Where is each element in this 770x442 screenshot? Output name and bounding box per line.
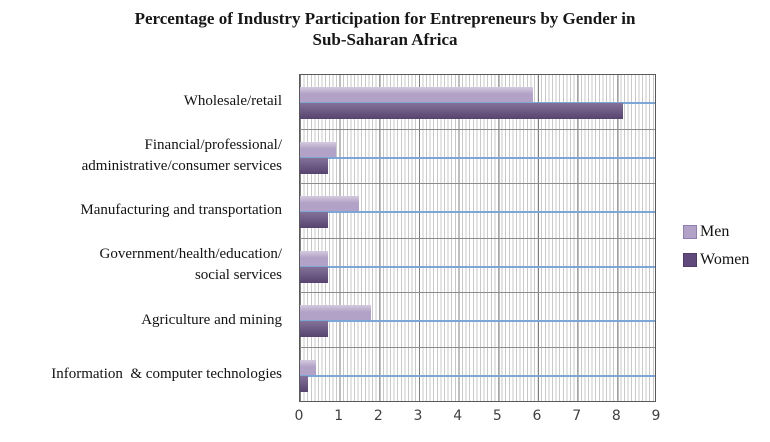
women-bar-3 [300,212,328,228]
women-bar-5 [300,321,328,337]
category-band [300,239,655,293]
x-axis-tick-label: 3 [413,408,423,424]
band-separator-line [300,374,655,377]
category-band [300,348,655,402]
x-axis-tick-label: 8 [611,408,621,424]
category-label-line: social services [194,267,282,284]
category-label: Manufacturing and transportation [0,183,291,238]
chart-title-line-1: Percentage of Industry Participation for… [134,9,636,28]
band-separator-line [300,211,655,213]
men-bar-4 [300,250,328,266]
category-band [300,130,655,184]
category-label-line: administrative/consumer services [81,158,282,174]
women-legend-swatch-icon [683,253,697,267]
men-bar-3 [300,196,360,211]
x-axis: 0 1 2 3 4 5 6 7 8 9 [0,408,770,434]
category-label-line: Financial/professional/ [144,137,282,153]
category-label: Information & computer technologies [0,347,291,402]
category-label-line: Wholesale/retail [183,92,282,109]
category-label-line: Agriculture and mining [141,311,282,328]
band-separator-line [300,265,655,268]
category-axis-labels: Wholesale/retail Financial/professional/a… [0,74,291,402]
women-bar-6 [300,375,308,392]
legend-item-men: Men [683,223,749,241]
plot-area [299,74,656,402]
x-axis-tick-label: 2 [373,408,383,424]
x-axis-tick-label: 6 [532,408,542,424]
men-bar-2 [300,141,336,157]
x-axis-tick-label: 7 [572,408,582,424]
x-axis-tick-label: 0 [294,408,304,424]
legend-label-women: Women [700,251,750,268]
category-label: Government/health/education/social servi… [0,238,291,293]
legend-item-women: Women [683,251,749,269]
women-bar-4 [300,266,328,283]
band-separator-line [300,320,655,322]
women-bar-2 [300,157,328,174]
category-band [300,75,655,130]
category-label-line: Information & computer technologies [51,366,282,383]
x-axis-tick-label: 5 [492,408,502,424]
men-bar-5 [300,305,371,320]
band-separator-line [300,156,655,159]
x-axis-tick-label: 9 [651,408,661,424]
category-label-line: Government/health/education/ [99,246,282,263]
category-label: Wholesale/retail [0,74,291,129]
legend-label-men: Men [700,223,730,240]
category-band [300,184,655,239]
women-bar-1 [300,103,624,119]
chart-title: Percentage of Industry Participation for… [0,8,770,50]
men-bar-6 [300,359,316,375]
legend: Men Women [683,223,749,269]
category-band [300,293,655,348]
category-label-line: Manufacturing and transportation [80,202,282,219]
men-legend-swatch-icon [683,225,697,239]
chart-title-line-2: Sub-Saharan Africa [312,30,458,49]
men-bar-1 [300,87,533,102]
category-label: Financial/professional/administrative/co… [0,129,291,184]
x-axis-tick-label: 4 [453,408,463,424]
category-label: Agriculture and mining [0,293,291,348]
x-axis-tick-label: 1 [334,408,344,424]
